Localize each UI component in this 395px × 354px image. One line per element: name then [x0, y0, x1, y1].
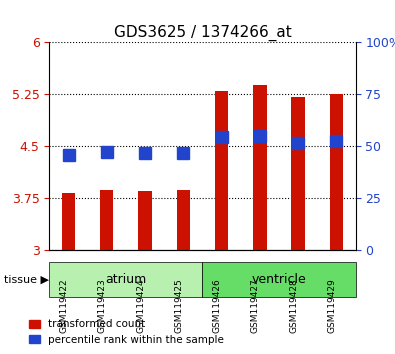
Text: GSM119429: GSM119429 — [327, 278, 337, 333]
Bar — [253, 85, 267, 250]
Legend: transformed count, percentile rank within the sample: transformed count, percentile rank withi… — [25, 315, 228, 349]
Text: ventricle: ventricle — [252, 273, 307, 286]
FancyBboxPatch shape — [49, 262, 202, 297]
Text: GSM119422: GSM119422 — [60, 278, 68, 333]
Bar — [330, 95, 343, 250]
Text: GSM119426: GSM119426 — [213, 278, 222, 333]
Bar — [177, 190, 190, 250]
Text: GSM119423: GSM119423 — [98, 278, 107, 333]
FancyBboxPatch shape — [202, 262, 356, 297]
Text: GSM119428: GSM119428 — [289, 278, 298, 333]
Bar — [215, 91, 228, 250]
Bar — [100, 190, 113, 250]
Text: GSM119425: GSM119425 — [174, 278, 183, 333]
Text: atrium: atrium — [105, 273, 147, 286]
Bar — [62, 193, 75, 250]
Title: GDS3625 / 1374266_at: GDS3625 / 1374266_at — [114, 25, 292, 41]
Bar — [138, 191, 152, 250]
Text: tissue ▶: tissue ▶ — [4, 274, 49, 284]
Text: GSM119427: GSM119427 — [251, 278, 260, 333]
Text: GSM119424: GSM119424 — [136, 278, 145, 333]
Bar — [292, 97, 305, 250]
